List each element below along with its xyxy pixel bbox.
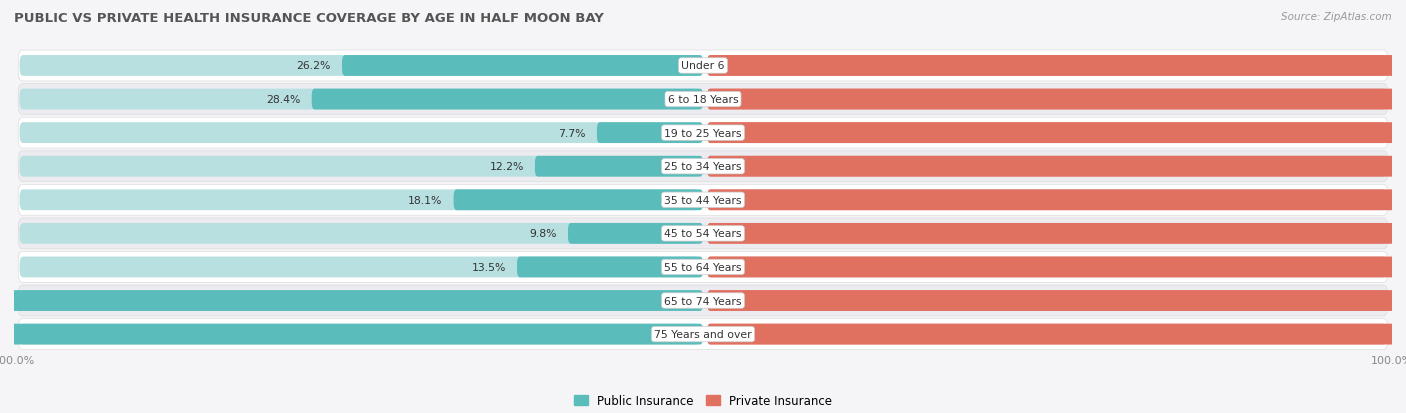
FancyBboxPatch shape [20, 123, 699, 144]
FancyBboxPatch shape [18, 51, 1388, 82]
FancyBboxPatch shape [707, 257, 1406, 278]
FancyBboxPatch shape [18, 252, 1388, 283]
FancyBboxPatch shape [20, 56, 699, 77]
Legend: Public Insurance, Private Insurance: Public Insurance, Private Insurance [569, 389, 837, 411]
FancyBboxPatch shape [707, 324, 1406, 345]
Text: 28.4%: 28.4% [266, 95, 301, 105]
FancyBboxPatch shape [18, 285, 1388, 316]
Text: Under 6: Under 6 [682, 61, 724, 71]
Text: 12.2%: 12.2% [489, 162, 524, 172]
Text: 65 to 74 Years: 65 to 74 Years [664, 296, 742, 306]
FancyBboxPatch shape [707, 257, 1386, 278]
FancyBboxPatch shape [454, 190, 703, 211]
Text: 7.7%: 7.7% [558, 128, 586, 138]
FancyBboxPatch shape [18, 185, 1388, 216]
FancyBboxPatch shape [18, 118, 1388, 149]
FancyBboxPatch shape [707, 157, 1386, 177]
Text: 19 to 25 Years: 19 to 25 Years [664, 128, 742, 138]
Text: 45 to 54 Years: 45 to 54 Years [664, 229, 742, 239]
Text: 6 to 18 Years: 6 to 18 Years [668, 95, 738, 105]
FancyBboxPatch shape [707, 290, 1386, 311]
FancyBboxPatch shape [18, 218, 1388, 249]
FancyBboxPatch shape [20, 324, 699, 345]
FancyBboxPatch shape [18, 152, 1388, 182]
FancyBboxPatch shape [568, 223, 703, 244]
FancyBboxPatch shape [20, 90, 699, 110]
FancyBboxPatch shape [707, 123, 1406, 144]
FancyBboxPatch shape [707, 90, 1406, 110]
FancyBboxPatch shape [707, 157, 1406, 177]
Text: 18.1%: 18.1% [408, 195, 443, 205]
FancyBboxPatch shape [0, 324, 703, 345]
FancyBboxPatch shape [707, 90, 1386, 110]
Text: 9.8%: 9.8% [530, 229, 557, 239]
FancyBboxPatch shape [534, 157, 703, 177]
FancyBboxPatch shape [18, 84, 1388, 115]
Text: 13.5%: 13.5% [471, 262, 506, 272]
FancyBboxPatch shape [707, 290, 1406, 311]
FancyBboxPatch shape [20, 257, 699, 278]
FancyBboxPatch shape [20, 290, 699, 311]
FancyBboxPatch shape [342, 56, 703, 77]
Text: 75 Years and over: 75 Years and over [654, 329, 752, 339]
FancyBboxPatch shape [707, 56, 1386, 77]
FancyBboxPatch shape [0, 290, 703, 311]
FancyBboxPatch shape [707, 123, 1386, 144]
FancyBboxPatch shape [707, 190, 1386, 211]
Text: PUBLIC VS PRIVATE HEALTH INSURANCE COVERAGE BY AGE IN HALF MOON BAY: PUBLIC VS PRIVATE HEALTH INSURANCE COVER… [14, 12, 605, 25]
FancyBboxPatch shape [707, 324, 1386, 345]
FancyBboxPatch shape [517, 257, 703, 278]
Text: Source: ZipAtlas.com: Source: ZipAtlas.com [1281, 12, 1392, 22]
FancyBboxPatch shape [312, 90, 703, 110]
FancyBboxPatch shape [707, 190, 1406, 211]
FancyBboxPatch shape [707, 56, 1406, 77]
FancyBboxPatch shape [707, 223, 1386, 244]
FancyBboxPatch shape [20, 190, 699, 211]
Text: 35 to 44 Years: 35 to 44 Years [664, 195, 742, 205]
FancyBboxPatch shape [598, 123, 703, 144]
FancyBboxPatch shape [18, 319, 1388, 350]
FancyBboxPatch shape [707, 223, 1406, 244]
Text: 55 to 64 Years: 55 to 64 Years [664, 262, 742, 272]
FancyBboxPatch shape [20, 157, 699, 177]
Text: 26.2%: 26.2% [297, 61, 330, 71]
FancyBboxPatch shape [20, 223, 699, 244]
Text: 25 to 34 Years: 25 to 34 Years [664, 162, 742, 172]
